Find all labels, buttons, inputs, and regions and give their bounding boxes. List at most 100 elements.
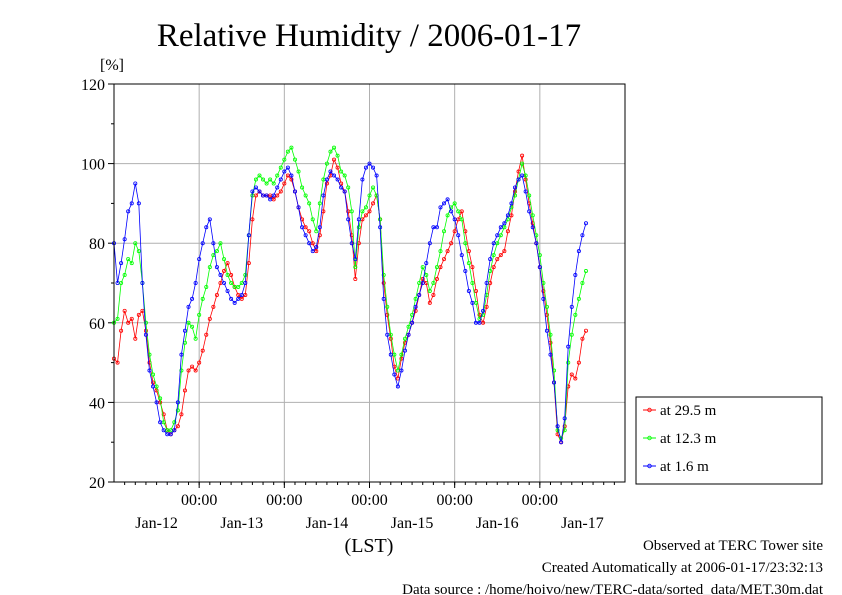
data-point xyxy=(520,153,525,158)
data-point xyxy=(229,280,234,285)
data-point xyxy=(292,157,297,162)
data-point xyxy=(335,153,340,158)
data-point xyxy=(420,280,425,285)
footer-created: Created Automatically at 2006-01-17/23:3… xyxy=(542,560,823,576)
data-point xyxy=(303,233,308,238)
data-point xyxy=(342,189,347,194)
data-point xyxy=(399,368,404,373)
data-point xyxy=(225,288,230,293)
data-point xyxy=(200,241,205,246)
data-point xyxy=(512,185,517,190)
data-point xyxy=(378,217,383,222)
legend-label: at 1.6 m xyxy=(660,459,709,475)
data-point xyxy=(271,193,276,198)
data-point xyxy=(282,181,287,186)
data-point xyxy=(481,308,486,313)
data-point xyxy=(168,432,173,437)
data-point xyxy=(207,316,212,321)
data-point xyxy=(278,189,283,194)
y-tick-label: 20 xyxy=(89,475,105,492)
data-point xyxy=(211,241,216,246)
data-point xyxy=(406,324,411,329)
data-point xyxy=(143,332,148,337)
data-point xyxy=(193,280,198,285)
data-point xyxy=(356,217,361,222)
data-point xyxy=(246,261,251,266)
data-point xyxy=(576,249,581,254)
data-point xyxy=(119,261,124,266)
data-point xyxy=(278,177,283,182)
data-point xyxy=(427,288,432,293)
data-point xyxy=(332,173,337,178)
data-point xyxy=(445,197,450,202)
data-point xyxy=(317,225,322,230)
data-point xyxy=(268,197,273,202)
data-point xyxy=(353,257,358,262)
data-point xyxy=(229,296,234,301)
data-point xyxy=(569,332,574,337)
data-point xyxy=(324,181,329,186)
data-point xyxy=(161,412,166,417)
data-point xyxy=(314,229,319,234)
data-point xyxy=(353,277,358,282)
data-point xyxy=(186,368,191,373)
data-point xyxy=(225,261,230,266)
data-point xyxy=(271,181,276,186)
data-point xyxy=(214,292,219,297)
data-point xyxy=(367,193,372,198)
data-point xyxy=(197,312,202,317)
data-point xyxy=(115,316,120,321)
data-point xyxy=(175,408,180,413)
data-point xyxy=(452,229,457,234)
data-point xyxy=(151,372,156,377)
x-tick-time-label: 00:00 xyxy=(266,492,302,509)
data-point xyxy=(193,336,198,341)
data-point xyxy=(527,209,532,214)
legend: at 29.5 m at 12.3 m at 1.6 m xyxy=(635,396,823,485)
data-point xyxy=(126,257,131,262)
data-point xyxy=(438,249,443,254)
data-point xyxy=(406,332,411,337)
data-point xyxy=(328,149,333,154)
data-point xyxy=(303,193,308,198)
data-point xyxy=(402,348,407,353)
data-point xyxy=(371,185,376,190)
data-point xyxy=(456,233,461,238)
data-point xyxy=(502,221,507,226)
y-tick-label: 80 xyxy=(89,236,105,253)
data-point xyxy=(580,336,585,341)
data-point xyxy=(236,296,241,301)
data-point xyxy=(222,269,227,274)
data-point xyxy=(484,304,489,309)
data-point xyxy=(133,336,138,341)
data-point xyxy=(186,320,191,325)
data-point xyxy=(442,201,447,206)
data-point xyxy=(133,241,138,246)
data-point xyxy=(257,189,262,194)
data-point xyxy=(154,400,159,405)
data-point xyxy=(129,201,134,206)
data-point xyxy=(445,249,450,254)
data-point xyxy=(353,265,358,270)
data-point xyxy=(207,217,212,222)
data-point xyxy=(261,177,266,182)
data-point xyxy=(459,217,464,222)
data-point xyxy=(477,320,482,325)
data-point xyxy=(342,173,347,178)
data-point xyxy=(335,177,340,182)
data-point xyxy=(200,348,205,353)
data-point xyxy=(300,185,305,190)
data-point xyxy=(172,428,177,433)
y-axis-unit: [%] xyxy=(100,57,124,74)
data-point xyxy=(466,288,471,293)
data-point xyxy=(509,201,514,206)
data-point xyxy=(434,225,439,230)
data-point xyxy=(495,257,500,262)
data-point xyxy=(573,312,578,317)
data-point xyxy=(310,249,315,254)
data-point xyxy=(328,169,333,174)
x-tick-date-label: Jan-17 xyxy=(561,515,604,532)
data-point xyxy=(498,253,503,258)
data-point xyxy=(512,189,517,194)
data-point xyxy=(363,165,368,170)
